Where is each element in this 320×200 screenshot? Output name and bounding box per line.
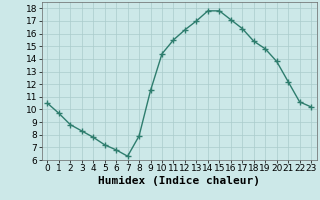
X-axis label: Humidex (Indice chaleur): Humidex (Indice chaleur): [98, 176, 260, 186]
